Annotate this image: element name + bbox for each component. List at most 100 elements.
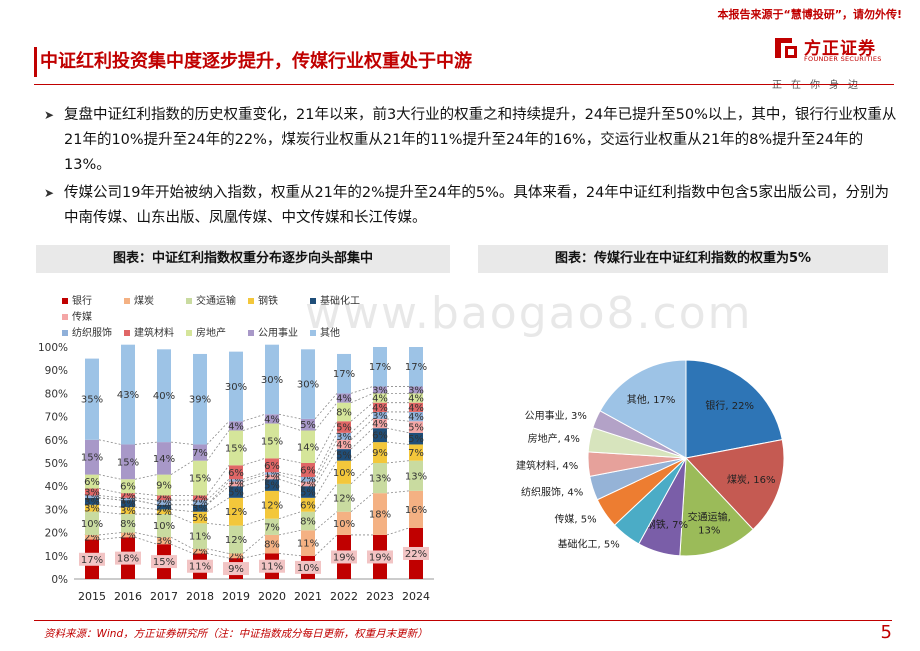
bar-segment — [157, 500, 171, 505]
bullet-item: ➤ 复盘中证红利指数的历史权重变化，21年以来，前3大行业的权重之和持续提升，2… — [44, 103, 900, 178]
bar-segment — [337, 353, 351, 394]
bar-segment — [229, 497, 243, 526]
series-connector-line — [170, 543, 194, 554]
series-connector-line — [386, 418, 410, 422]
bar-segment — [157, 442, 171, 475]
y-tick-label: 10% — [45, 551, 68, 563]
data-label: 3% — [120, 506, 136, 517]
series-connector-line — [350, 427, 374, 450]
series-connector-line — [242, 471, 266, 480]
series-connector-line — [314, 511, 338, 531]
bar-segment — [301, 497, 315, 512]
bar-segment — [409, 490, 423, 528]
bar-segment — [265, 490, 279, 519]
bar-segment — [85, 488, 99, 496]
legend-label: 银行 — [72, 296, 92, 307]
data-label: 18% — [117, 554, 139, 565]
legend-item: 钢铁 — [248, 294, 310, 310]
series-connector-line — [314, 448, 338, 487]
series-connector-line — [314, 432, 338, 478]
series-connector-line — [206, 481, 230, 506]
logo-slogan: 正在你身边 — [772, 80, 867, 91]
data-label: 4% — [336, 394, 352, 405]
y-tick-label: 50% — [45, 458, 68, 470]
bar-segment — [229, 553, 243, 559]
pie-slice — [679, 456, 754, 557]
legend-label: 基础化工 — [320, 296, 360, 307]
bar-segment — [337, 393, 351, 403]
series-connector-line — [134, 499, 158, 506]
series-connector-line — [206, 522, 230, 527]
y-tick-label: 30% — [45, 504, 68, 516]
data-label: 12% — [333, 493, 355, 504]
data-label: 3% — [84, 488, 100, 499]
bar-segment — [301, 530, 315, 556]
bar-segment — [193, 500, 207, 505]
data-label: 4% — [372, 419, 388, 430]
series-connector-line — [98, 532, 122, 536]
series-connector-line — [206, 553, 230, 559]
data-label: 39% — [189, 395, 211, 406]
series-connector-line — [170, 536, 194, 550]
pie-slice — [685, 359, 783, 459]
data-label: 5% — [408, 434, 424, 445]
x-tick-label: 2022 — [330, 590, 358, 603]
right-chart-title: 图表：传媒行业在中证红利指数的权重为5% — [478, 245, 888, 273]
bar-segment — [229, 525, 243, 554]
bar-segment — [301, 476, 315, 482]
bar-segment — [193, 523, 207, 549]
bar-segment — [121, 444, 135, 480]
data-label: 9% — [372, 448, 388, 459]
legend-swatch — [248, 330, 254, 336]
data-label-background — [259, 559, 285, 573]
legend-item: 传媒 — [62, 310, 124, 326]
x-tick-label: 2021 — [294, 590, 322, 603]
legend-label: 房地产 — [196, 328, 226, 339]
series-connector-line — [314, 393, 338, 420]
bar-segment — [337, 511, 351, 535]
pie-label: 基础化工, 5% — [558, 537, 620, 550]
data-label: 30% — [297, 380, 319, 391]
series-connector-line — [386, 490, 410, 494]
data-label: 12% — [225, 507, 247, 518]
series-connector-line — [98, 495, 122, 499]
data-label: 6% — [300, 500, 316, 511]
legend-swatch — [310, 298, 316, 304]
bar-segment — [301, 511, 315, 531]
stacked-bar-chart: 0% 10% 20% 30% 40% 50% 60% 70% 80% 90% 100% 17% 18% 1… — [38, 342, 434, 603]
data-label: 2% — [120, 491, 136, 502]
bar-segment — [157, 509, 171, 515]
bar-segment — [409, 393, 423, 403]
x-tick-label: 2016 — [114, 590, 142, 603]
legend-label: 纺织服饰 — [72, 328, 112, 339]
bar-segment — [337, 439, 351, 450]
bar-segment — [85, 511, 99, 535]
legend-label: 钢铁 — [258, 296, 278, 307]
bar-segment — [373, 347, 387, 387]
data-label: 5% — [300, 420, 316, 431]
series-connector-line — [386, 427, 410, 434]
bar-segment — [409, 432, 423, 445]
logo-chinese-name: 方正证券 — [804, 39, 876, 59]
data-label: 6% — [264, 461, 280, 472]
data-label: 3% — [84, 504, 100, 515]
series-connector-line — [278, 457, 302, 464]
data-label: 13% — [369, 474, 391, 485]
legend-item: 房地产 — [186, 326, 248, 342]
data-label: 18% — [369, 510, 391, 521]
data-label: 3% — [192, 504, 208, 515]
data-label: 13% — [405, 471, 427, 482]
data-label: 12% — [261, 500, 283, 511]
bar-segment — [229, 430, 243, 466]
bar-segment — [193, 444, 207, 461]
founder-securities-logo: 方正证券 FOUNDER SECURITIES 正在你身边 — [772, 30, 890, 91]
series-connector-line — [350, 411, 374, 434]
bar-segment — [265, 423, 279, 459]
series-connector-line — [350, 462, 374, 485]
series-connector-line — [206, 478, 230, 501]
founder-logo-icon — [775, 38, 797, 58]
bar-segment — [373, 463, 387, 494]
legend-item: 公用事业 — [248, 326, 310, 342]
bar-segment — [337, 460, 351, 484]
bar-segment — [193, 504, 207, 512]
